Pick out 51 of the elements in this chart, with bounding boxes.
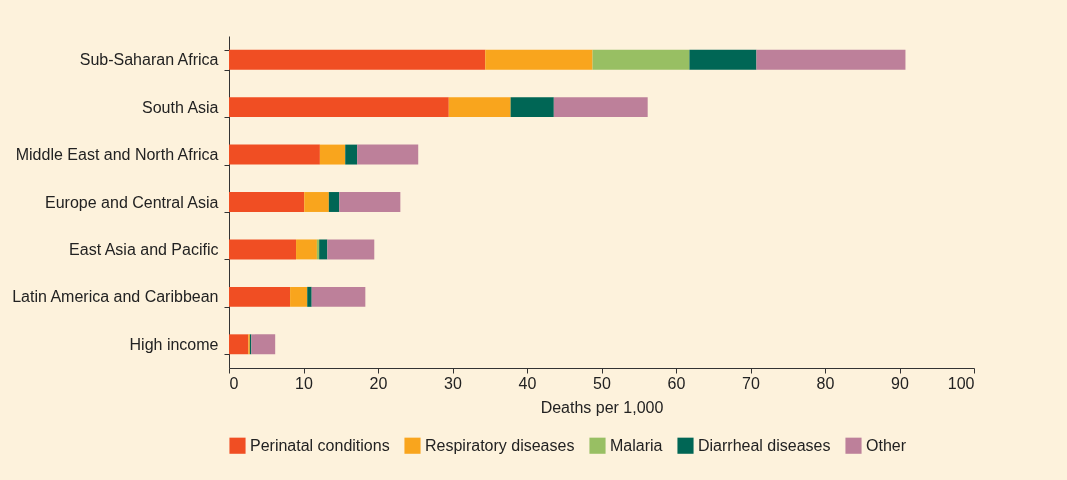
bar [345,144,358,165]
bar [229,49,486,70]
x-axis-title: Deaths per 1,000 [540,398,664,416]
y-tick-label: Latin America and Caribbean [12,288,219,306]
bar [756,49,906,70]
bar [304,192,329,212]
legend-label: Respiratory diseases [425,436,575,454]
bar [229,286,291,307]
x-tick-label: 0 [229,374,239,392]
bar [229,239,297,260]
legend-label: Diarrheal diseases [698,436,831,454]
bar [307,286,312,307]
x-tick-label: 60 [667,374,686,392]
x-tick-label: 40 [518,374,537,392]
x-tick-label: 100 [947,374,975,392]
bar [485,49,593,70]
bar [689,49,757,70]
x-tick-label: 20 [369,374,388,392]
y-tick-label: Europe and Central Asia [45,193,219,211]
x-tick-label: 80 [816,374,835,392]
bar [448,97,511,118]
y-tick-label: South Asia [142,98,219,116]
bar [327,239,375,260]
bar [592,49,690,70]
bar [339,192,401,212]
bar [229,144,320,165]
bar [328,192,340,212]
bar [319,239,328,260]
bar [229,192,305,212]
bar [229,97,449,118]
x-tick-label: 90 [891,374,909,392]
legend-label: Perinatal conditions [250,436,390,454]
bar [311,286,366,307]
bar [319,144,346,165]
legend-label: Other [866,436,907,454]
legend-label: Malaria [610,436,663,454]
x-tick-label: 50 [593,374,611,392]
y-tick-label: Sub-Saharan Africa [79,51,219,69]
bar [296,239,317,260]
bar [229,334,249,355]
y-tick-label: Middle East and North Africa [15,146,219,164]
bar [251,334,276,355]
bar [553,97,648,118]
bar [357,144,419,165]
y-tick-label: High income [129,335,219,353]
bar [290,286,308,307]
x-tick-label: 30 [444,374,462,392]
x-tick-label: 10 [295,374,313,392]
y-tick-label: East Asia and Pacific [69,240,219,258]
bar [510,97,554,118]
x-tick-label: 70 [742,374,760,392]
